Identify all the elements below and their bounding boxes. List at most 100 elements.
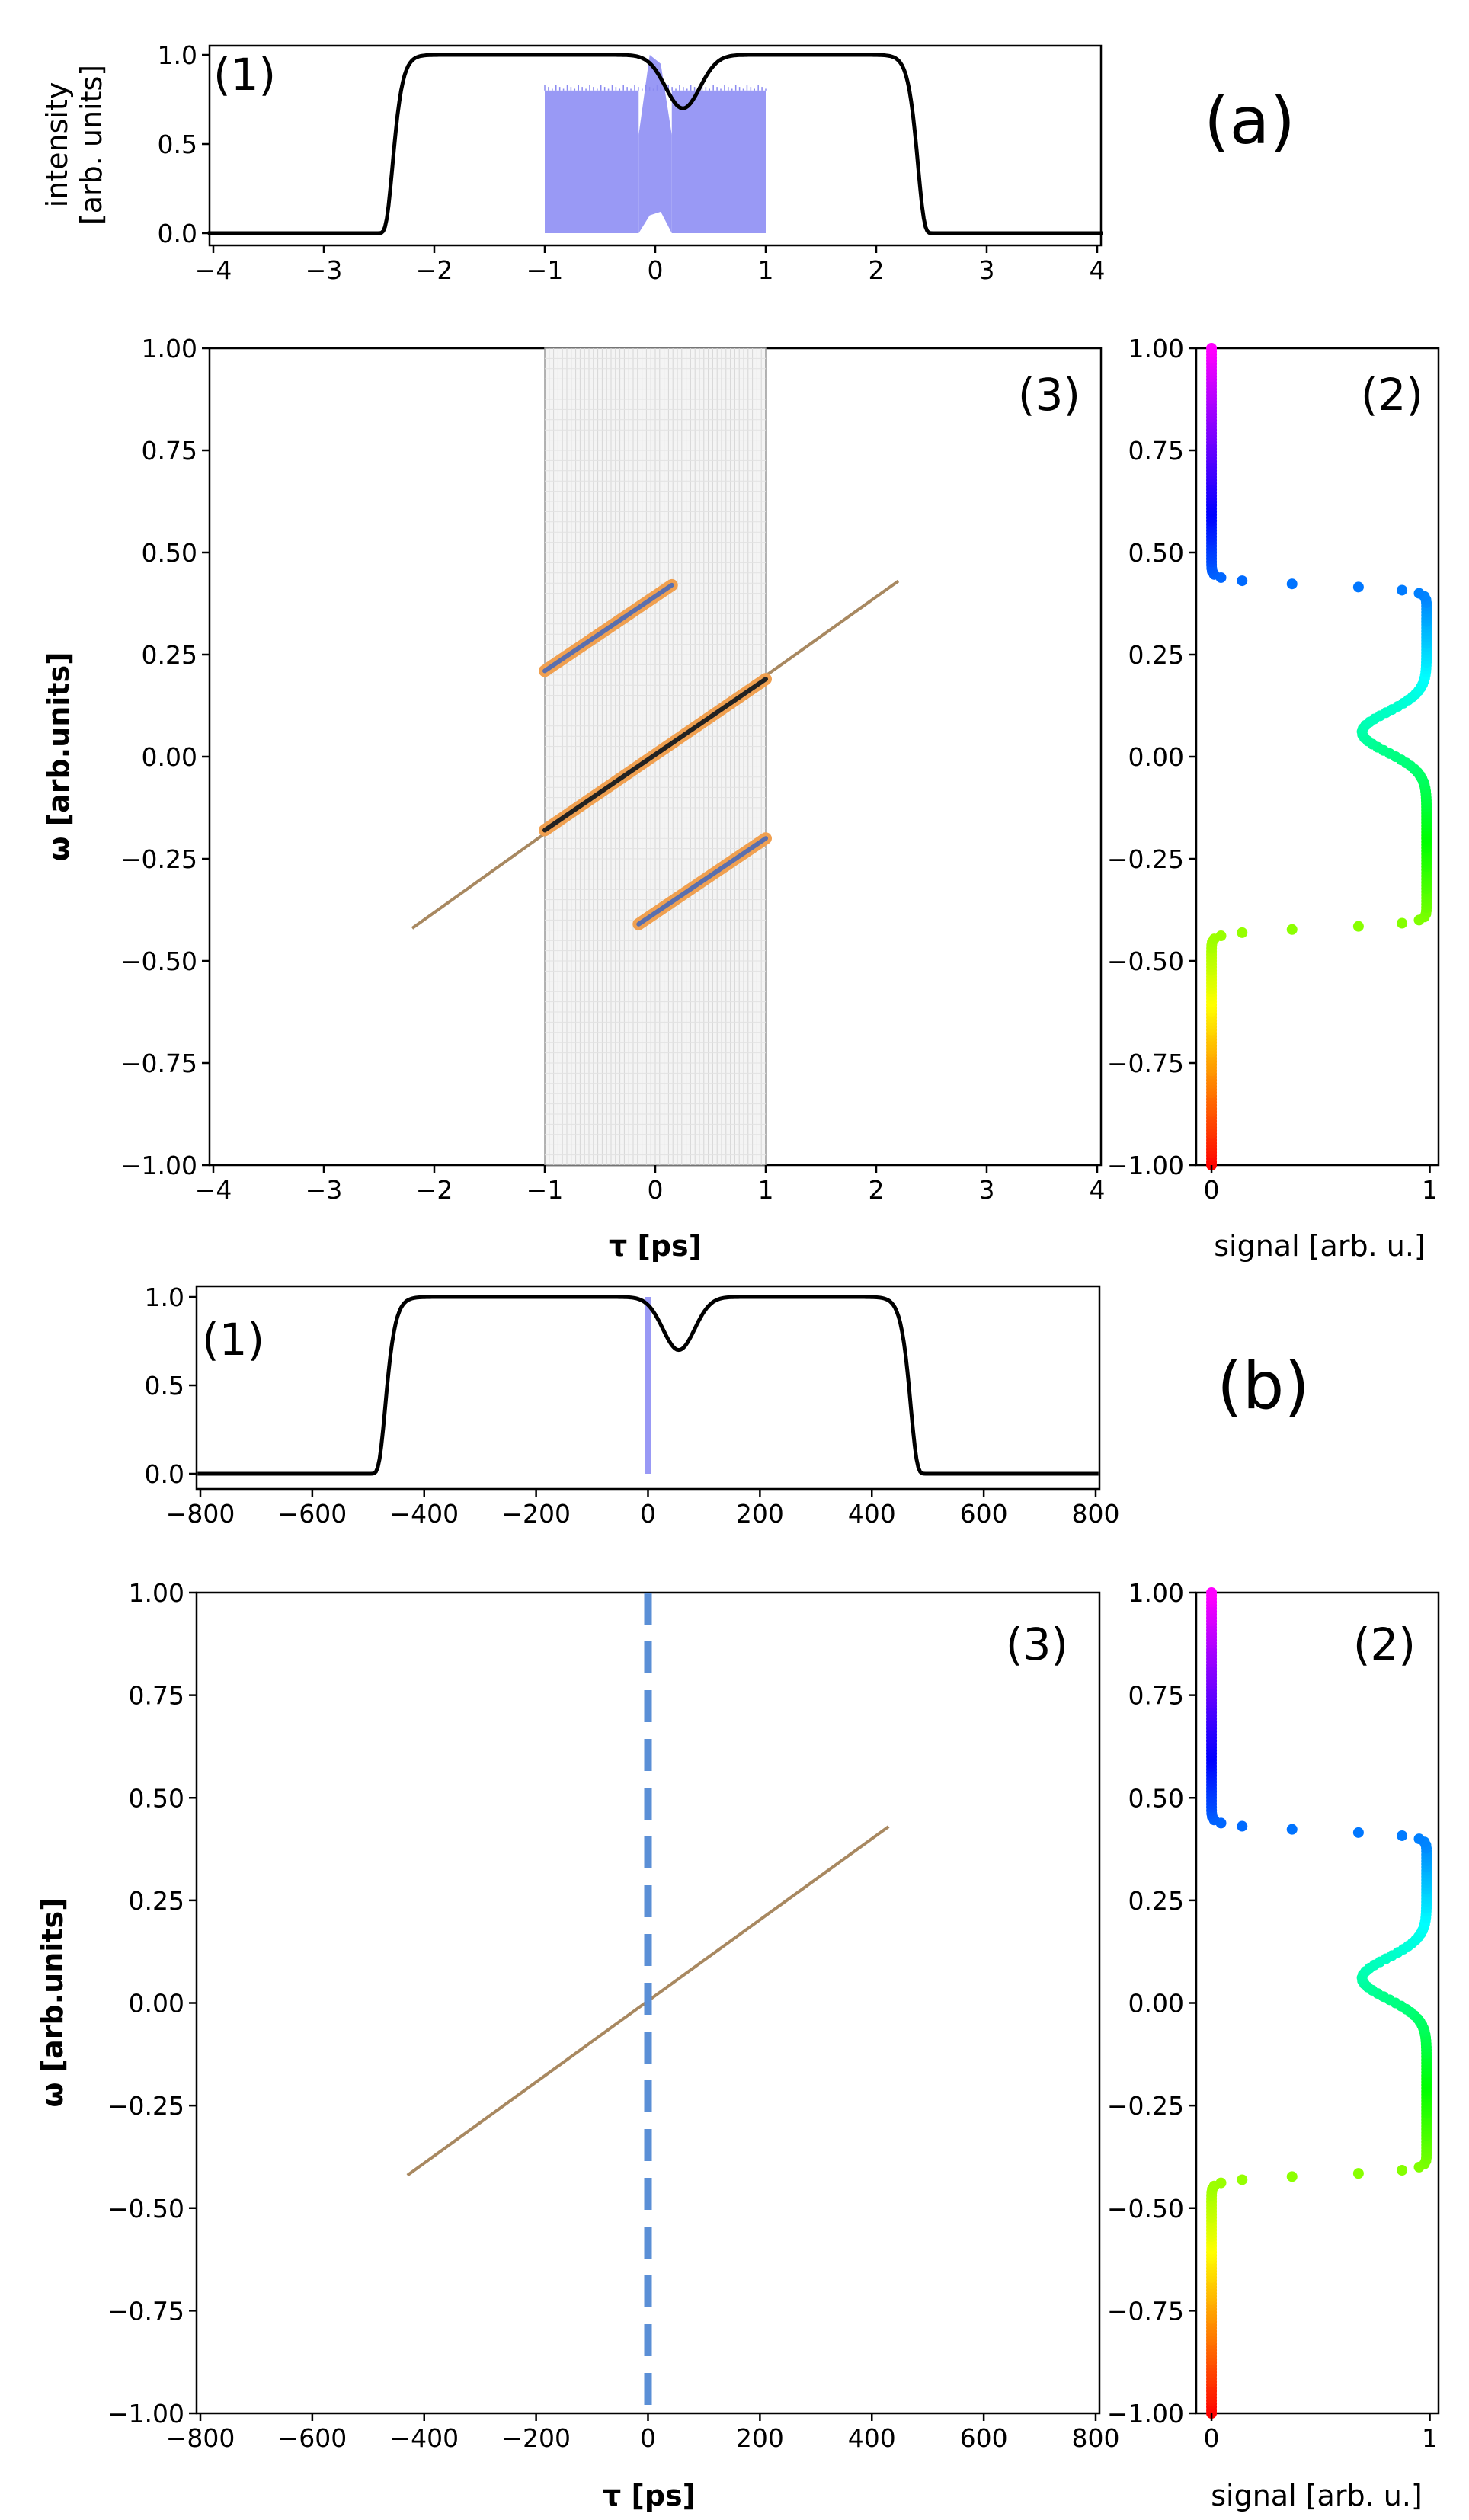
panel-a-side-signal-point [1413,588,1425,599]
panel-a-top-ytick-label: 0.0 [158,219,197,248]
panel-b-main-xticks: −800 −600 −400 −200 0 200 400 600 800 [166,2413,1120,2453]
panel-a-top-xtick-label: −3 [306,255,343,285]
panel-b-main-ytick-label: 0.00 [129,1989,184,2019]
panel-a-top-xtick-label: −2 [416,255,453,285]
panel-a-top-xticks: −4 −3 −2 −1 0 1 2 3 4 [195,245,1106,285]
panel-a-top-label: (1) [213,49,276,101]
panel-b-top-ytick-label: 0.5 [145,1371,184,1401]
panel-a-side-ytick-label: 1.00 [1128,334,1184,363]
panel-b-side-xlabel: signal [arb. u.] [1211,2479,1423,2512]
panel-b-side-ytick-label: −0.50 [1107,2194,1184,2224]
panel-b-top-pulse [645,1297,651,1474]
panel-a-main-xtick-label: −4 [195,1175,232,1205]
panel-b-side-signal-point [1237,1820,1248,1832]
panel-a-side-signal-point [1206,343,1218,354]
panel-a-top-xtick-label: −4 [195,255,232,285]
panel-b-top-xtick-label: 800 [1072,1499,1120,1529]
panel-b-main-ytick-label: 0.25 [129,1886,184,1916]
panel-b-side-signal-point [1413,1833,1425,1845]
panel-a-main-ytick-label: 0.25 [142,640,197,670]
panel-a-top-xtick-label: 2 [869,255,885,285]
panel-b-main-ytick-label: −0.25 [107,2091,184,2121]
panel-a-side-ytick-label: −0.50 [1107,946,1184,976]
panel-a-main-ytick-label: 0.50 [142,538,197,568]
panel-a: (a) −4 −3 −2 −1 0 1 2 3 4 0.00.51.0 (1) intensit… [40,40,1440,1263]
pulse-spike [645,1297,651,1474]
panel-b-top-xtick-label: −200 [501,1499,571,1529]
panel-a-top-yticks: 0.0 0.5 1.0 [158,40,210,248]
panel-b-main-xtick-label: 200 [736,2423,784,2453]
panel-a-main-ytick-label: −0.50 [120,946,197,976]
panel-a-top-plot: −4 −3 −2 −1 0 1 2 3 4 0.0 0.5 1.0 (1) intensity [a… [40,40,1106,285]
panel-b: (b) −800 −600 −400 −200 0 200 400 600 800 0.0 0.5… [36,1282,1440,2512]
panel-b-side-signal-point [1206,1587,1218,1598]
panel-b-main-ytick-label: 0.75 [129,1681,184,1711]
panel-b-main-xtick-label: −200 [501,2423,571,2453]
panel-a-main-xtick-label: −1 [526,1175,564,1205]
panel-b-side-label: (2) [1353,1619,1416,1670]
panel-b-top-yticks: 0.0 0.5 1.0 [145,1282,197,1489]
panel-a-top-window-curve [207,53,1103,235]
panel-b-main-xlabel: τ [ps] [603,2479,696,2512]
panel-a-side-signal-point [1237,575,1248,587]
panel-b-side-ytick-label: 0.00 [1128,1989,1184,2019]
panel-a-main-chirp-lines [411,578,900,930]
panel-a-side-xlabel: signal [arb. u.] [1214,1229,1426,1263]
panel-a-main-yticks: −1.00 −0.75 −0.50 −0.25 0.00 0.25 0.50 0.75 1.00 [120,334,210,1180]
panel-b-side-ytick-label: −0.25 [1107,2091,1184,2121]
panel-b-main-ylabel: ω [arb.units] [36,1898,69,2108]
panel-b-main-ytick-label: 0.50 [129,1783,184,1813]
panel-b-side-ytick-label: 0.25 [1128,1886,1184,1916]
panel-b-main-ytick-label: −0.75 [107,2296,184,2326]
panel-b-main-xtick-label: −800 [166,2423,235,2453]
panel-a-main-xtick-label: 4 [1090,1175,1106,1205]
panel-a-side-signal-point [1397,917,1408,929]
panel-a-side-signal-point [1286,578,1298,590]
panel-a-top-ylabel-line1: intensity [40,82,74,208]
panel-a-side-signal-point [1286,924,1298,935]
panel-a-side-xtick-label: 0 [1204,1175,1220,1205]
panel-b-side-signal-point [1397,1830,1408,1841]
panel-a-top-xtick-label: 4 [1090,255,1106,285]
panel-b-top-window-curve [197,1295,1099,1476]
panel-a-main-ylabel: ω [arb.units] [42,652,75,862]
panel-b-main-xtick-label: 600 [960,2423,1008,2453]
panel-a-main-ytick-label: 0.00 [142,742,197,772]
panel-b-top-ytick-label: 0.0 [145,1459,184,1489]
panel-b-main-xtick-label: 800 [1072,2423,1120,2453]
panel-a-side-signal-point [1352,581,1364,593]
panel-b-main-ytick-label: 1.00 [129,1578,184,1608]
chirp-segment-lower [636,836,768,927]
panel-b-side-signal-point [1286,1824,1298,1835]
panel-a-main-xtick-label: −3 [306,1175,343,1205]
panel-b-main-ytick-label: −1.00 [107,2399,184,2429]
panel-b-top-xtick-label: 400 [848,1499,896,1529]
panel-a-main-xlabel: τ [ps] [609,1229,702,1263]
panel-b-top-xtick-label: 600 [960,1499,1008,1529]
panel-b-main-lines [406,1593,890,2413]
panel-b-top-xticks: −800 −600 −400 −200 0 200 400 600 800 [166,1489,1120,1529]
pulse-fill-right [671,90,766,233]
pulse-fill-left [545,90,639,233]
panel-a-main-ytick-label: 1.00 [142,334,197,363]
panel-a-side-ytick-label: 0.00 [1128,742,1184,772]
panel-b-label: (b) [1217,1348,1310,1424]
panel-a-side-ytick-label: 0.75 [1128,436,1184,466]
panel-a-side-ytick-label: −0.75 [1107,1049,1184,1078]
panel-a-main-ytick-label: −0.75 [120,1049,197,1078]
panel-b-top-label: (1) [202,1314,264,1366]
panel-a-side-xtick-label: 1 [1422,1175,1438,1205]
panel-a-top-xtick-label: 1 [758,255,774,285]
panel-b-side-signal-point [1237,2174,1248,2185]
panel-a-side-ytick-label: −1.00 [1107,1151,1184,1180]
panel-b-top-xtick-label: −600 [278,1499,347,1529]
panel-b-top-xtick-label: −800 [166,1499,235,1529]
panel-a-top-ylabel-line2: [arb. units] [75,65,108,225]
panel-b-main-ytick-label: −0.50 [107,2194,184,2224]
panel-a-side-ytick-label: −0.25 [1107,844,1184,874]
panel-a-top-xtick-label: −1 [526,255,564,285]
panel-a-main-xtick-label: 1 [758,1175,774,1205]
panel-b-side-yticks: −1.00 −0.75 −0.50 −0.25 0.00 0.25 0.50 0.75 1.00 [1107,1578,1196,2429]
